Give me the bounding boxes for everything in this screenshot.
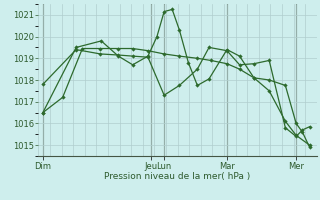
- X-axis label: Pression niveau de la mer( hPa ): Pression niveau de la mer( hPa ): [104, 172, 251, 181]
